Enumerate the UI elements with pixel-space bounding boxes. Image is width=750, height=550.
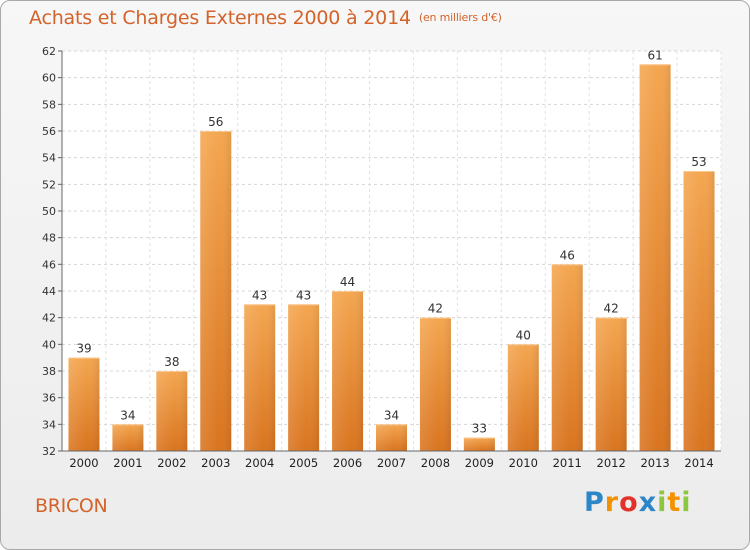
y-tick-label: 60 — [42, 72, 56, 85]
bar-shade — [376, 424, 407, 451]
x-tick-label: 2000 — [69, 456, 98, 470]
brand-letter: P — [584, 487, 605, 518]
x-tick-label: 2001 — [113, 456, 142, 470]
brand-letter: i — [681, 487, 692, 518]
axis-layer: 32 34 36 38 40 42 44 46 48 50 52 54 56 58 60 62 2000 2001… — [42, 45, 721, 470]
x-tick-label: 2002 — [157, 456, 186, 470]
bar-shade — [156, 371, 188, 451]
bar-value-label: 39 — [76, 342, 91, 356]
y-tick-label: 42 — [42, 312, 56, 325]
bar-value-label: 56 — [208, 115, 223, 129]
y-tick-label: 58 — [42, 98, 56, 111]
bar-shade — [507, 344, 539, 451]
x-tick-label: 2003 — [201, 456, 230, 470]
bar-value-label: 34 — [384, 408, 399, 422]
bar-shade — [639, 64, 671, 452]
chart-title: Achats et Charges Externes 2000 à 2014 (e… — [29, 7, 502, 29]
brand-letter: x — [638, 487, 658, 518]
bar-shade — [595, 317, 627, 451]
x-tick-label: 2007 — [377, 456, 406, 470]
bar-value-label: 44 — [340, 275, 355, 289]
brand-letter: r — [604, 487, 620, 518]
bar-shade — [332, 291, 364, 451]
bar-value-label: 42 — [604, 302, 619, 316]
x-tick-label: 2011 — [553, 456, 582, 470]
y-tick-label: 36 — [42, 392, 56, 405]
y-tick-label: 34 — [42, 418, 56, 431]
title-text: Achats et Charges Externes 2000 à 2014 — [29, 7, 411, 29]
bar-shade — [463, 437, 495, 451]
bar-shade — [419, 317, 451, 451]
y-tick-label: 56 — [42, 125, 56, 138]
y-tick-label: 46 — [42, 258, 56, 271]
bar-value-label: 33 — [472, 422, 487, 436]
x-tick-label: 2008 — [421, 456, 450, 470]
y-tick-label: 50 — [42, 205, 56, 218]
y-tick-label: 32 — [42, 445, 56, 458]
bar-value-label: 40 — [516, 328, 531, 342]
bar-value-label: 42 — [428, 302, 443, 316]
bar-value-label: 53 — [691, 155, 706, 169]
bar-shade — [244, 304, 276, 451]
x-tick-label: 2012 — [597, 456, 626, 470]
bar-value-label: 43 — [296, 288, 311, 302]
bar-value-label: 38 — [164, 355, 179, 369]
bar-shade — [200, 131, 232, 451]
bar-value-label: 34 — [120, 408, 135, 422]
y-tick-label: 44 — [42, 285, 56, 298]
bar-shade — [68, 357, 100, 451]
bar-shade — [112, 424, 144, 451]
x-tick-label: 2009 — [465, 456, 494, 470]
brand-letter: o — [619, 487, 639, 518]
x-tick-label: 2014 — [684, 456, 713, 470]
brand-letter: i — [657, 487, 668, 518]
title-unit: (en milliers d'€) — [418, 11, 502, 24]
x-tick-label: 2005 — [289, 456, 318, 470]
x-tick-label: 2010 — [509, 456, 538, 470]
x-tick-label: 2013 — [640, 456, 669, 470]
bar-layer: 39 34 38 56 43 43 44 34 42 33 40 46 42 61 53 — [68, 48, 715, 452]
commune-name: BRICON — [35, 495, 108, 517]
bar-shade — [551, 264, 583, 451]
bar-value-label: 43 — [252, 288, 267, 302]
y-tick-label: 52 — [42, 178, 56, 191]
brand-letter: t — [667, 487, 682, 518]
y-tick-label: 62 — [42, 45, 56, 58]
bar-shade — [683, 171, 715, 451]
x-tick-label: 2004 — [245, 456, 274, 470]
bar-value-label: 46 — [560, 248, 575, 262]
y-tick-label: 38 — [42, 365, 56, 378]
y-tick-label: 40 — [42, 338, 56, 351]
bar-shade — [288, 304, 320, 451]
x-tick-label: 2006 — [333, 456, 362, 470]
bar-value-label: 61 — [647, 48, 662, 62]
y-tick-label: 54 — [42, 152, 56, 165]
y-tick-label: 48 — [42, 232, 56, 245]
proxiti-logo: Proxiti — [584, 487, 692, 518]
